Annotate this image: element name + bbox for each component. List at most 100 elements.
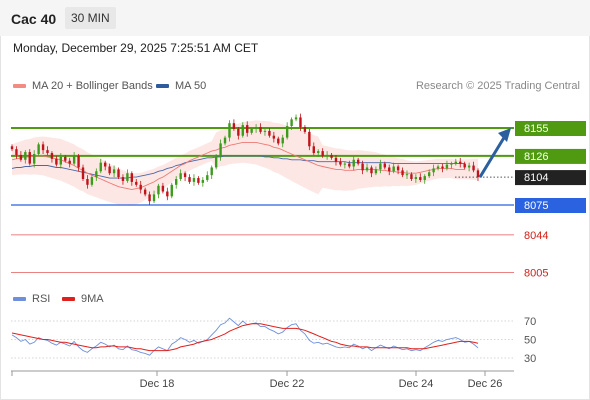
ma9-swatch — [62, 297, 75, 301]
timestamp: Monday, December 29, 2025 7:25:51 AM CET — [13, 41, 259, 55]
candle-body — [396, 166, 400, 171]
candle-body — [64, 156, 67, 161]
candle-body — [281, 137, 284, 144]
candle-body — [72, 155, 76, 164]
candle-body — [317, 151, 320, 154]
candle-body — [117, 169, 120, 178]
candle-body — [454, 161, 458, 164]
candle-body — [183, 173, 187, 178]
timeframe-badge[interactable]: 30 MIN — [65, 7, 116, 29]
candle-body — [410, 174, 413, 180]
candle-body — [37, 144, 40, 154]
level-label-8155: 8155 — [524, 123, 548, 135]
candle-body — [272, 135, 276, 139]
x-tick-label: Dec 22 — [270, 378, 305, 390]
candle-body — [414, 177, 418, 180]
candle-body — [463, 163, 466, 168]
candle-body — [32, 153, 36, 164]
candle-body — [81, 167, 85, 180]
candle-body — [365, 167, 369, 171]
x-tick-label: Dec 24 — [399, 378, 434, 390]
legend-ma20-label: MA 20 + Bollinger Bands — [32, 80, 153, 92]
candle-body — [59, 156, 63, 165]
candle-body — [250, 128, 253, 133]
candle-body — [68, 160, 71, 164]
candle-body — [148, 194, 151, 202]
candle-body — [308, 131, 311, 147]
level-tag-8104 — [515, 170, 586, 186]
candle-body — [210, 167, 213, 176]
legend-ma50: MA 50 — [156, 80, 206, 92]
candle-body — [86, 179, 89, 185]
candle-body — [356, 159, 360, 164]
rsi-line — [11, 317, 479, 356]
candle-body — [206, 175, 209, 180]
candle-body — [312, 146, 315, 154]
candle-body — [423, 176, 426, 180]
rsi-tick-30: 30 — [524, 353, 536, 365]
candle-body — [170, 184, 173, 197]
candle-body — [459, 161, 462, 164]
candle-body — [321, 151, 324, 156]
candle-body — [46, 150, 49, 154]
candle-body — [352, 159, 355, 167]
candle-body — [166, 191, 169, 197]
candle-body — [467, 165, 471, 168]
rsi-ma-line — [11, 323, 479, 352]
instrument-title: Cac 40 — [11, 11, 57, 27]
legend-ma20: MA 20 + Bollinger Bands — [13, 80, 153, 92]
level-label-8075: 8075 — [524, 200, 548, 212]
candle-body — [303, 127, 307, 132]
candle-body — [379, 163, 382, 170]
candle-body — [383, 163, 386, 168]
ma50-swatch — [156, 84, 169, 88]
candle-body — [299, 117, 302, 128]
candle-body — [419, 177, 422, 180]
candle-body — [237, 128, 240, 136]
level-tag-8075 — [515, 198, 586, 213]
candle-body — [152, 194, 156, 202]
candle-body — [77, 155, 80, 168]
x-tick-label: Dec 26 — [468, 378, 503, 390]
ma20-swatch — [13, 84, 26, 88]
legend-ma50-label: MA 50 — [175, 80, 207, 92]
candle-body — [285, 126, 289, 138]
candle-body — [50, 153, 54, 159]
rsi-swatch — [13, 297, 26, 301]
candle-body — [161, 185, 165, 192]
candle-body — [254, 127, 258, 129]
bollinger-band — [12, 120, 478, 206]
candle-body — [339, 161, 342, 165]
candle-body — [325, 154, 329, 156]
candle-body — [121, 177, 125, 181]
candle-body — [126, 173, 129, 181]
candle-body — [197, 178, 200, 183]
candle-body — [15, 149, 18, 155]
legend-rsi: RSI — [13, 293, 50, 305]
candle-body — [268, 130, 271, 136]
candle-body — [370, 167, 373, 174]
candle-body — [450, 163, 453, 165]
candle-body — [374, 169, 378, 174]
candle-body — [476, 170, 480, 178]
candle-body — [10, 146, 14, 150]
legend-rsi-label: RSI — [32, 293, 51, 305]
candle-body — [445, 164, 449, 169]
candle-body — [130, 173, 134, 182]
candle-body — [441, 166, 444, 169]
candle-body — [19, 154, 23, 160]
candle-body — [143, 189, 147, 195]
candle-body — [214, 156, 218, 168]
candle-body — [432, 168, 435, 173]
level-label-8104: 8104 — [524, 172, 548, 184]
candle-body — [263, 130, 267, 132]
rsi-tick-50: 50 — [524, 335, 536, 347]
credit-text: Research © 2025 Trading Central — [415, 80, 580, 92]
candle-body — [290, 119, 293, 127]
legend-9ma: 9MA — [62, 293, 104, 305]
candle-body — [294, 117, 298, 120]
candle-body — [330, 154, 333, 158]
candle-body — [99, 162, 102, 172]
candle-body — [388, 167, 391, 172]
candle-body — [436, 166, 440, 169]
